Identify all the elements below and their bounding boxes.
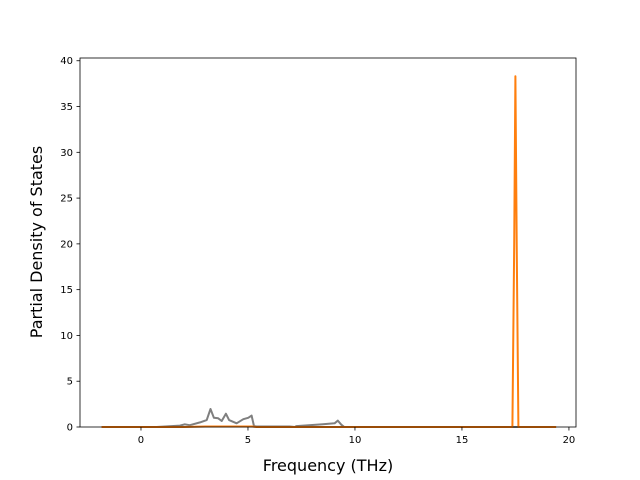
y-tick-label: 20 [60, 239, 73, 250]
y-axis: 0 5 10 15 20 25 30 35 40 [60, 56, 80, 434]
x-axis: 0 5 10 15 20 [138, 427, 576, 446]
series-line-0 [101, 408, 557, 428]
plot-lines [101, 75, 557, 428]
y-tick-label: 5 [67, 377, 73, 388]
x-tick-label: 5 [245, 435, 251, 446]
x-tick-label: 10 [349, 435, 362, 446]
y-tick-label: 15 [60, 285, 73, 296]
y-tick-label: 25 [60, 194, 73, 205]
y-tick-label: 0 [67, 423, 73, 434]
series-line-1 [101, 75, 557, 428]
y-tick-label: 40 [60, 56, 73, 67]
y-tick-label: 35 [60, 102, 73, 113]
x-tick-label: 20 [563, 435, 576, 446]
x-tick-label: 0 [138, 435, 144, 446]
y-axis-label: Partial Density of States [27, 146, 46, 338]
x-tick-label: 15 [456, 435, 469, 446]
y-tick-label: 30 [60, 148, 73, 159]
y-tick-label: 10 [60, 331, 73, 342]
x-axis-label: Frequency (THz) [263, 456, 393, 475]
plot-frame [79, 57, 577, 428]
